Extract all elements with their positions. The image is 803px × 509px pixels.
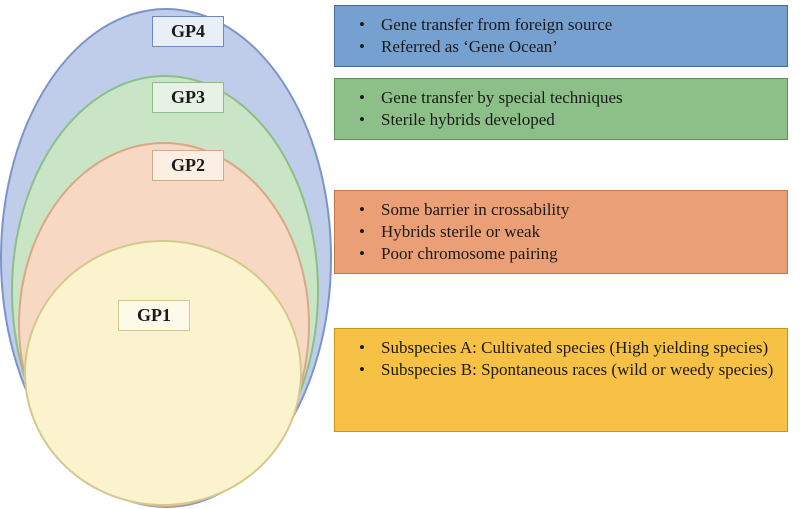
label-gp2-text: GP2	[171, 155, 205, 175]
desc-item: Poor chromosome pairing	[381, 243, 777, 265]
desc-gp2-list: Some barrier in crossabilityHybrids ster…	[345, 199, 777, 265]
desc-gp1: Subspecies A: Cultivated species (High y…	[334, 328, 788, 432]
ellipse-gp1	[24, 240, 302, 506]
label-gp3-text: GP3	[171, 87, 205, 107]
desc-item: Subspecies B: Spontaneous races (wild or…	[381, 359, 777, 381]
desc-item: Subspecies A: Cultivated species (High y…	[381, 337, 777, 359]
desc-gp2: Some barrier in crossabilityHybrids ster…	[334, 190, 788, 274]
label-gp4: GP4	[152, 16, 224, 47]
desc-gp3-list: Gene transfer by special techniquesSteri…	[345, 87, 777, 131]
desc-item: Gene transfer from foreign source	[381, 14, 777, 36]
desc-item: Referred as ‘Gene Ocean’	[381, 36, 777, 58]
desc-item: Sterile hybrids developed	[381, 109, 777, 131]
label-gp3: GP3	[152, 82, 224, 113]
desc-item: Some barrier in crossability	[381, 199, 777, 221]
label-gp2: GP2	[152, 150, 224, 181]
desc-item: Hybrids sterile or weak	[381, 221, 777, 243]
desc-gp4-list: Gene transfer from foreign sourceReferre…	[345, 14, 777, 58]
desc-gp4: Gene transfer from foreign sourceReferre…	[334, 5, 788, 67]
label-gp4-text: GP4	[171, 21, 205, 41]
desc-item: Gene transfer by special techniques	[381, 87, 777, 109]
desc-gp3: Gene transfer by special techniquesSteri…	[334, 78, 788, 140]
label-gp1: GP1	[118, 300, 190, 331]
label-gp1-text: GP1	[137, 305, 171, 325]
desc-gp1-list: Subspecies A: Cultivated species (High y…	[345, 337, 777, 381]
